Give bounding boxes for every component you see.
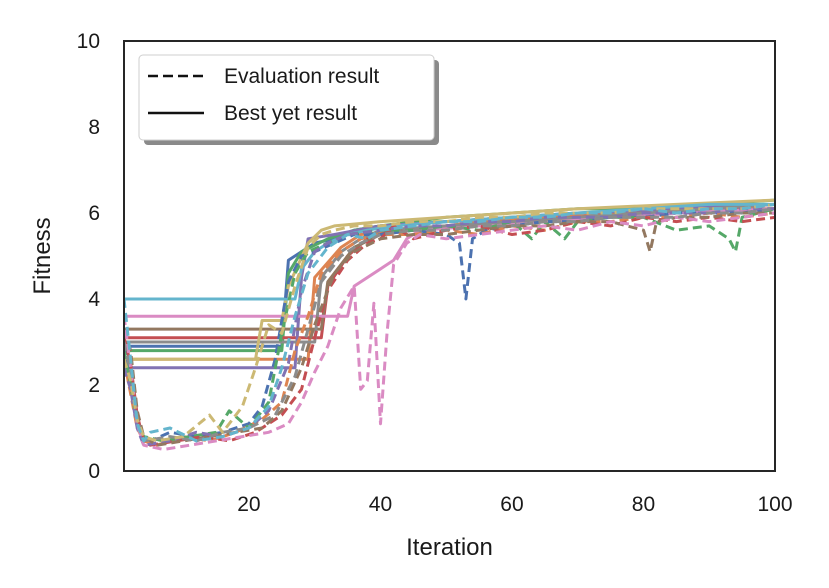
- x-tick-label: 60: [500, 493, 523, 516]
- y-tick-label: 6: [88, 202, 100, 225]
- legend: Evaluation result Best yet result: [138, 54, 439, 145]
- legend-evaluation-label: Evaluation result: [224, 65, 379, 88]
- series-layer: [124, 198, 775, 451]
- axis-ticks: 20 40 60 80 100 0 2 4 6 8 10: [77, 30, 793, 516]
- best-yet-line-run-8: [124, 202, 775, 344]
- evaluation-line-run-10: [124, 202, 775, 443]
- y-axis-label: Fitness: [29, 217, 56, 294]
- x-axis-label: Iteration: [406, 534, 493, 561]
- y-tick-label: 10: [77, 30, 100, 53]
- evaluation-line-run-1: [124, 207, 775, 443]
- evaluation-line-run-8: [124, 207, 775, 443]
- evaluation-line-run-5: [124, 207, 775, 447]
- y-tick-label: 8: [88, 116, 100, 139]
- legend-box: [138, 54, 435, 141]
- x-tick-label: 100: [757, 493, 792, 516]
- best-yet-line-run-9: [124, 198, 775, 361]
- plot-frame: [123, 40, 776, 472]
- evaluation-line-run-6: [124, 211, 775, 447]
- evaluation-line-run-3: [124, 207, 775, 443]
- y-tick-label: 2: [88, 374, 100, 397]
- y-tick-label: 4: [88, 288, 100, 311]
- x-tick-label: 20: [237, 493, 260, 516]
- evaluation-line-run-7: [124, 211, 775, 451]
- legend-best-label: Best yet result: [224, 102, 357, 125]
- evaluation-line-run-9: [124, 202, 775, 443]
- x-tick-label: 80: [632, 493, 655, 516]
- y-tick-label: 0: [88, 460, 100, 483]
- evaluation-line-run-4: [124, 215, 775, 447]
- x-tick-label: 40: [369, 493, 392, 516]
